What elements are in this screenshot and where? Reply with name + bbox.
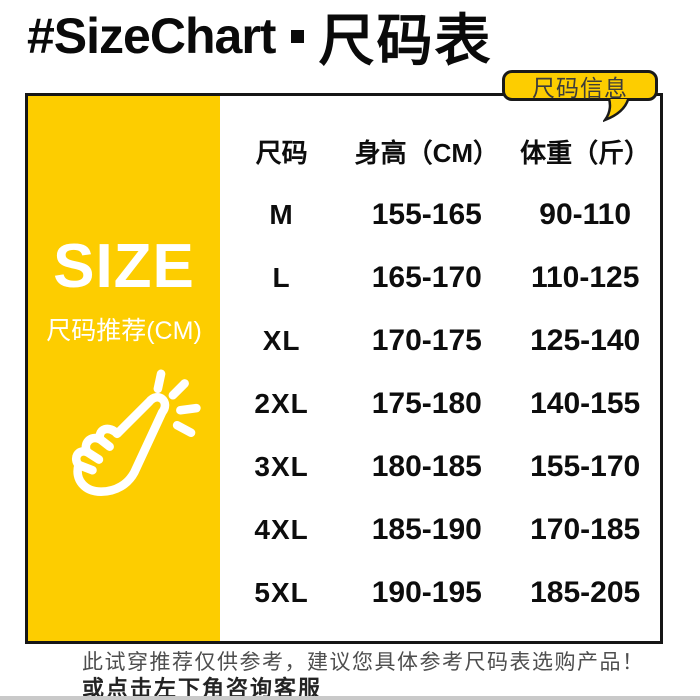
height-range: 155-165 [371, 197, 482, 231]
table-row: L 165-170 110-125 [220, 246, 660, 309]
weight-range: 140-155 [530, 386, 641, 420]
table-row: 2XL 175-180 140-155 [220, 372, 660, 435]
table-header-row: 尺码 身高（CM） 体重（斤） [220, 120, 660, 183]
weight-range: 90-110 [539, 197, 632, 231]
footer-note-line1: 此试穿推荐仅供参考，建议您具体参考尺码表选购产品！ [82, 651, 645, 674]
side-subheading: 尺码推荐(CM) [46, 316, 202, 345]
weight-range: 170-185 [530, 512, 641, 546]
weight-range: 110-125 [530, 260, 640, 294]
size-table: 尺码 身高（CM） 体重（斤） M 155-165 90-110 L 165-1… [220, 96, 660, 641]
page-title-zh: 尺码表 [318, 8, 493, 72]
table-row: 5XL 190-195 185-205 [220, 561, 660, 624]
height-range: 180-185 [371, 449, 482, 483]
size-value: 3XL [254, 450, 309, 482]
size-info-badge-label: 尺码信息 [532, 74, 628, 101]
size-value: 5XL [254, 576, 309, 608]
table-row: 3XL 180-185 155-170 [220, 435, 660, 498]
height-range: 175-180 [371, 386, 482, 420]
title-separator-dot [291, 29, 305, 43]
page-title-en: #SizeChart [27, 8, 276, 64]
size-value: L [272, 261, 291, 293]
height-range: 190-195 [371, 575, 482, 609]
col-header-size: 尺码 [255, 138, 308, 168]
table-row: M 155-165 90-110 [220, 183, 660, 246]
height-range: 170-175 [371, 323, 482, 357]
size-value: 2XL [254, 387, 309, 419]
table-row: 4XL 185-190 170-185 [220, 498, 660, 561]
size-side-panel: SIZE 尺码推荐(CM) [28, 96, 220, 641]
height-range: 185-190 [371, 512, 482, 546]
col-header-height: 身高（CM） [354, 138, 499, 168]
size-chart-panel: SIZE 尺码推荐(CM) 尺码 身 [25, 93, 663, 644]
weight-range: 185-205 [530, 575, 641, 609]
col-header-weight: 体重（斤） [520, 138, 651, 168]
bottom-divider [0, 696, 700, 700]
size-value: M [269, 198, 294, 230]
side-heading: SIZE [53, 232, 195, 301]
weight-range: 155-170 [530, 449, 641, 483]
height-range: 165-170 [371, 260, 482, 294]
page-title: #SizeChart 尺码表 [27, 0, 492, 72]
hand-click-icon [72, 369, 201, 496]
size-value: XL [262, 324, 301, 356]
weight-range: 125-140 [530, 323, 641, 357]
table-row: XL 170-175 125-140 [220, 309, 660, 372]
badge-tail [603, 99, 630, 123]
size-value: 4XL [254, 513, 309, 545]
size-info-badge: 尺码信息 [502, 70, 658, 123]
